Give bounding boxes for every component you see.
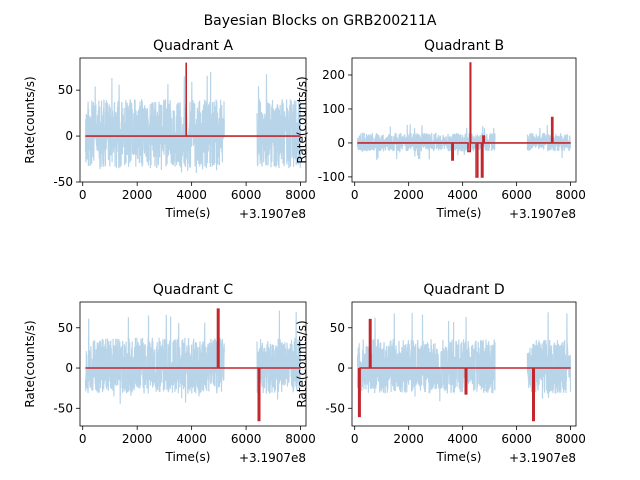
bayesian-blocks-line <box>357 62 571 178</box>
signal-series-segment-2 <box>526 124 572 159</box>
x-tick-label: 8000 <box>285 432 316 446</box>
x-tick-label: 0 <box>351 432 359 446</box>
subplot-title: Quadrant A <box>153 38 234 54</box>
plot-area <box>84 308 301 422</box>
bayesian-blocks-line <box>357 318 571 422</box>
y-tick-label: 0 <box>337 136 345 150</box>
y-tick-label: 0 <box>337 361 345 375</box>
axes-frame <box>79 57 307 183</box>
x-axis-label: Time(s) <box>165 206 211 220</box>
x-tick-label: 4000 <box>176 188 207 202</box>
x-tick-label: 6000 <box>231 432 262 446</box>
plot-area <box>84 62 301 173</box>
y-tick-label: 50 <box>58 321 73 335</box>
x-offset-text: +3.1907e8 <box>239 207 306 221</box>
x-axis-label: Time(s) <box>165 450 211 464</box>
signal-series-segment-1 <box>84 71 225 173</box>
x-tick-label: 0 <box>79 188 87 202</box>
y-tick-label: 100 <box>322 102 345 116</box>
x-tick-label: 0 <box>351 188 359 202</box>
y-tick-label: -50 <box>53 401 73 415</box>
y-axis-label: Rate(counts/s) <box>295 76 309 163</box>
x-offset-text: +3.1907e8 <box>509 451 576 465</box>
subplot-title: Quadrant B <box>424 38 504 54</box>
y-axis-label: Rate(counts/s) <box>23 320 37 407</box>
y-tick-label: -50 <box>53 175 73 189</box>
plot-area <box>356 62 572 178</box>
x-tick-label: 2000 <box>393 188 424 202</box>
y-tick-label: 50 <box>330 321 345 335</box>
y-tick-label: -50 <box>325 401 345 415</box>
y-tick-label: -100 <box>318 170 345 184</box>
signal-series-segment-2 <box>256 74 301 169</box>
x-tick-label: 6000 <box>501 188 532 202</box>
x-tick-label: 6000 <box>231 188 262 202</box>
y-axis-label: Rate(counts/s) <box>23 76 37 163</box>
figure-title: Bayesian Blocks on GRB200211A <box>204 13 437 29</box>
x-offset-text: +3.1907e8 <box>509 207 576 221</box>
x-tick-label: 8000 <box>285 188 316 202</box>
axes-frame <box>79 301 307 427</box>
plot-area <box>356 312 572 422</box>
x-tick-label: 4000 <box>447 188 478 202</box>
signal-series-segment-1 <box>356 124 496 160</box>
x-axis-label: Time(s) <box>436 450 482 464</box>
y-axis-label: Rate(counts/s) <box>295 320 309 407</box>
subplot-3: 0 2000 4000 6000 8000 -50 0 50 Quadrant C Time(s)… <box>23 282 316 465</box>
subplot-4: 0 2000 4000 6000 8000 -50 0 50 Quadrant D Time(s)… <box>295 282 586 465</box>
bayesian-blocks-line <box>85 62 301 137</box>
x-tick-label: 4000 <box>176 432 207 446</box>
y-tick-label: 0 <box>65 361 73 375</box>
y-tick-label: 200 <box>322 68 345 82</box>
x-tick-label: 6000 <box>501 432 532 446</box>
y-tick-label: 50 <box>58 83 73 97</box>
subplot-1: 0 2000 4000 6000 8000 -50 0 50 Quadrant A Time(s)… <box>23 38 316 221</box>
subplot-2: 0 2000 4000 6000 8000 -100 0 100 200 Quadrant B Ti… <box>295 38 586 221</box>
x-tick-label: 4000 <box>447 432 478 446</box>
signal-series-segment-1 <box>84 314 225 404</box>
axes-frame <box>351 301 577 427</box>
subplot-title: Quadrant D <box>423 282 504 298</box>
subplot-title: Quadrant C <box>153 282 234 298</box>
x-tick-label: 0 <box>79 432 87 446</box>
x-axis-label: Time(s) <box>436 206 482 220</box>
bayesian-blocks-line <box>85 308 301 422</box>
axes-frame <box>351 57 577 183</box>
x-tick-label: 2000 <box>122 188 153 202</box>
x-tick-label: 2000 <box>122 432 153 446</box>
signal-series-segment-2 <box>256 310 301 400</box>
x-tick-label: 8000 <box>555 432 586 446</box>
x-tick-label: 2000 <box>393 432 424 446</box>
y-tick-label: 0 <box>65 129 73 143</box>
signal-series-segment-1 <box>356 312 496 402</box>
x-offset-text: +3.1907e8 <box>239 451 306 465</box>
x-tick-label: 8000 <box>555 188 586 202</box>
